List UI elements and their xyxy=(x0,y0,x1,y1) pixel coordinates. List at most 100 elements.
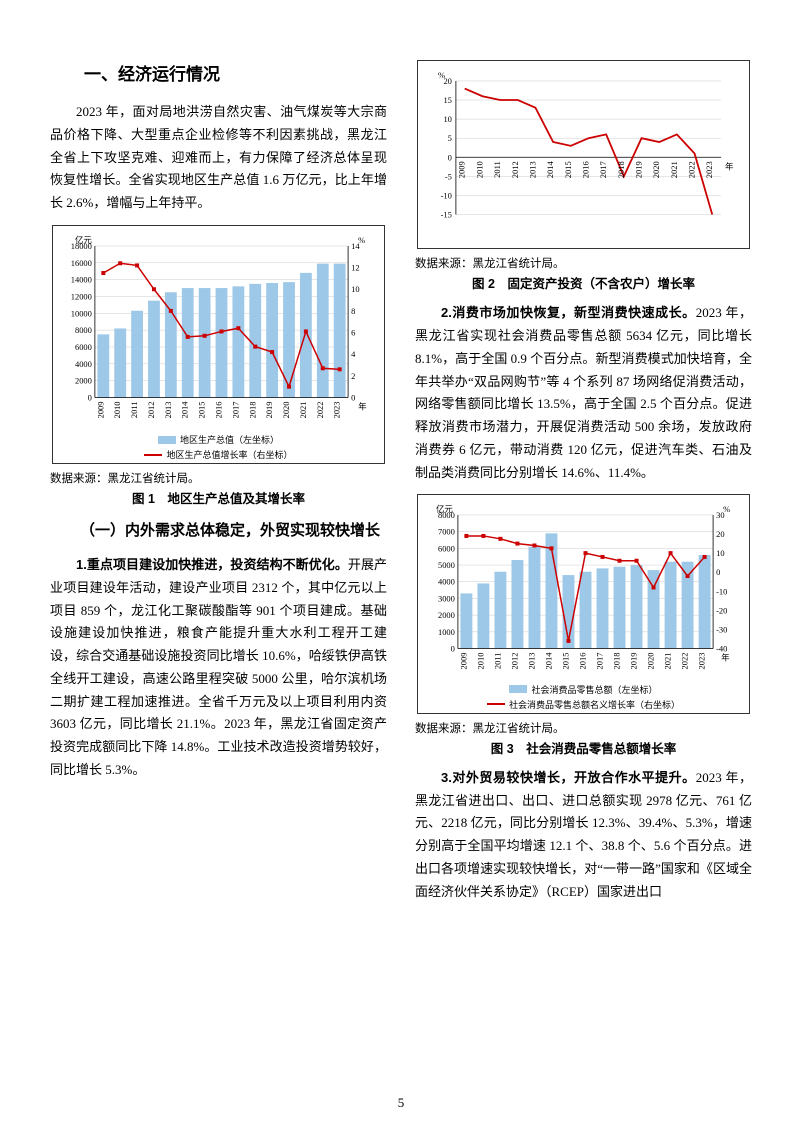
svg-text:亿元: 亿元 xyxy=(436,504,453,514)
svg-text:-30: -30 xyxy=(716,625,727,635)
svg-text:2014: 2014 xyxy=(545,161,555,179)
svg-text:2021: 2021 xyxy=(663,653,673,670)
svg-text:年: 年 xyxy=(358,401,367,411)
svg-text:14000: 14000 xyxy=(71,274,92,284)
svg-text:-5: -5 xyxy=(445,171,452,181)
svg-text:0: 0 xyxy=(88,392,92,402)
svg-text:2015: 2015 xyxy=(197,401,207,418)
chart-3-box: 010002000300040005000600070008000-40-30-… xyxy=(417,494,750,713)
svg-text:2011: 2011 xyxy=(492,653,502,670)
svg-text:16000: 16000 xyxy=(71,258,92,268)
svg-text:2019: 2019 xyxy=(264,401,274,418)
chart-2-source: 数据来源：黑龙江省统计局。 xyxy=(415,255,752,271)
svg-text:4: 4 xyxy=(351,349,356,359)
svg-text:2014: 2014 xyxy=(543,652,553,670)
svg-text:2021: 2021 xyxy=(298,401,308,418)
svg-text:2011: 2011 xyxy=(492,161,502,178)
svg-text:12000: 12000 xyxy=(71,291,92,301)
svg-text:2009: 2009 xyxy=(458,653,468,670)
subsection-title: （一）内外需求总体稳定，外贸实现较快增长 xyxy=(50,517,387,544)
svg-text:2022: 2022 xyxy=(687,161,697,178)
svg-text:2014: 2014 xyxy=(180,400,190,418)
svg-text:2012: 2012 xyxy=(146,401,156,418)
para-consumer-lead: 2.消费市场加快恢复，新型消费快速成长。 xyxy=(441,305,696,320)
svg-text:2011: 2011 xyxy=(129,401,139,418)
svg-text:年: 年 xyxy=(725,161,734,171)
svg-text:亿元: 亿元 xyxy=(75,235,92,245)
svg-text:2023: 2023 xyxy=(332,401,342,418)
right-column: -15-10-505101520%20092010201120122013201… xyxy=(415,60,752,1060)
chart-3-caption: 图 3 社会消费品零售总额增长率 xyxy=(415,738,752,757)
svg-text:2018: 2018 xyxy=(247,401,257,418)
svg-text:2: 2 xyxy=(351,371,355,381)
svg-text:0: 0 xyxy=(351,392,355,402)
svg-text:2000: 2000 xyxy=(75,375,92,385)
para-investment-lead: 1.重点项目建设加快推进，投资结构不断优化。 xyxy=(76,557,348,572)
legend-line-label-3: 社会消费品零售总额名义增长率（右坐标） xyxy=(509,698,680,711)
svg-text:2016: 2016 xyxy=(213,401,223,418)
svg-text:2020: 2020 xyxy=(646,653,656,670)
para-trade: 3.对外贸易较快增长，开放合作水平提升。2023 年，黑龙江省进出口、出口、进口… xyxy=(415,767,752,904)
svg-text:-10: -10 xyxy=(716,587,727,597)
svg-text:2022: 2022 xyxy=(680,653,690,670)
svg-text:2017: 2017 xyxy=(230,401,240,418)
svg-text:2019: 2019 xyxy=(629,653,639,670)
svg-text:2015: 2015 xyxy=(563,161,573,178)
svg-text:-15: -15 xyxy=(441,210,452,220)
para-investment-body: 开展产业项目建设年活动，建设产业项目 2312 个，其中亿元以上项目 859 个… xyxy=(50,557,387,777)
svg-text:%: % xyxy=(723,504,730,514)
svg-text:4000: 4000 xyxy=(438,577,455,587)
svg-text:10: 10 xyxy=(716,549,724,559)
svg-text:2019: 2019 xyxy=(634,161,644,178)
svg-text:%: % xyxy=(358,235,365,245)
svg-text:2021: 2021 xyxy=(669,161,679,178)
svg-text:0: 0 xyxy=(448,152,452,162)
chart-3-legend: 社会消费品零售总额（左坐标） 社会消费品零售总额名义增长率（右坐标） xyxy=(424,683,743,711)
chart-1-legend: 地区生产总值（左坐标） 地区生产总值增长率（右坐标） xyxy=(59,433,378,461)
svg-text:8000: 8000 xyxy=(75,325,92,335)
para-consumer-body: 2023 年，黑龙江省实现社会消费品零售总额 5634 亿元，同比增长 8.1%… xyxy=(415,305,752,479)
svg-text:年: 年 xyxy=(721,653,730,663)
svg-text:2013: 2013 xyxy=(526,653,536,670)
chart-1-source: 数据来源：黑龙江省统计局。 xyxy=(50,470,387,486)
svg-text:1000: 1000 xyxy=(438,627,455,637)
svg-text:2020: 2020 xyxy=(651,161,661,178)
svg-text:2022: 2022 xyxy=(315,401,325,418)
page-number: 5 xyxy=(0,1095,802,1111)
svg-text:2009: 2009 xyxy=(457,161,467,178)
svg-text:2015: 2015 xyxy=(560,653,570,670)
svg-text:4000: 4000 xyxy=(75,359,92,369)
legend-bar-label-3: 社会消费品零售总额（左坐标） xyxy=(531,683,657,696)
svg-text:%: % xyxy=(438,70,445,80)
svg-text:2010: 2010 xyxy=(475,653,485,670)
svg-text:10: 10 xyxy=(443,114,451,124)
svg-text:8: 8 xyxy=(351,306,355,316)
chart-2-caption: 图 2 固定资产投资（不含农户）增长率 xyxy=(415,273,752,292)
svg-text:2018: 2018 xyxy=(612,653,622,670)
svg-text:2016: 2016 xyxy=(580,161,590,178)
para-consumer: 2.消费市场加快恢复，新型消费快速成长。2023 年，黑龙江省实现社会消费品零售… xyxy=(415,302,752,484)
chart-3-source: 数据来源：黑龙江省统计局。 xyxy=(415,720,752,736)
svg-text:2009: 2009 xyxy=(95,401,105,418)
svg-text:2012: 2012 xyxy=(510,161,520,178)
svg-text:2023: 2023 xyxy=(697,653,707,670)
svg-text:2010: 2010 xyxy=(474,161,484,178)
svg-text:10: 10 xyxy=(351,284,359,294)
svg-text:-10: -10 xyxy=(441,190,452,200)
section-title: 一、经济运行情况 xyxy=(50,60,387,85)
left-column: 一、经济运行情况 2023 年，面对局地洪涝自然灾害、油气煤炭等大宗商品价格下降… xyxy=(50,60,387,1060)
legend-line-icon xyxy=(144,454,162,456)
svg-text:10000: 10000 xyxy=(71,308,92,318)
legend-bar-icon xyxy=(158,436,176,444)
legend-line-label: 地区生产总值增长率（右坐标） xyxy=(166,448,292,461)
svg-text:2016: 2016 xyxy=(577,653,587,670)
legend-bar-label: 地区生产总值（左坐标） xyxy=(180,433,279,446)
svg-text:2013: 2013 xyxy=(163,401,173,418)
svg-text:2000: 2000 xyxy=(438,611,455,621)
svg-text:20: 20 xyxy=(716,529,724,539)
chart-1-svg: 0200040006000800010000120001400016000180… xyxy=(59,232,378,431)
svg-text:-20: -20 xyxy=(716,606,727,616)
chart-2-box: -15-10-505101520%20092010201120122013201… xyxy=(417,60,750,249)
chart-1-box: 0200040006000800010000120001400016000180… xyxy=(52,225,385,464)
svg-text:2017: 2017 xyxy=(595,653,605,670)
